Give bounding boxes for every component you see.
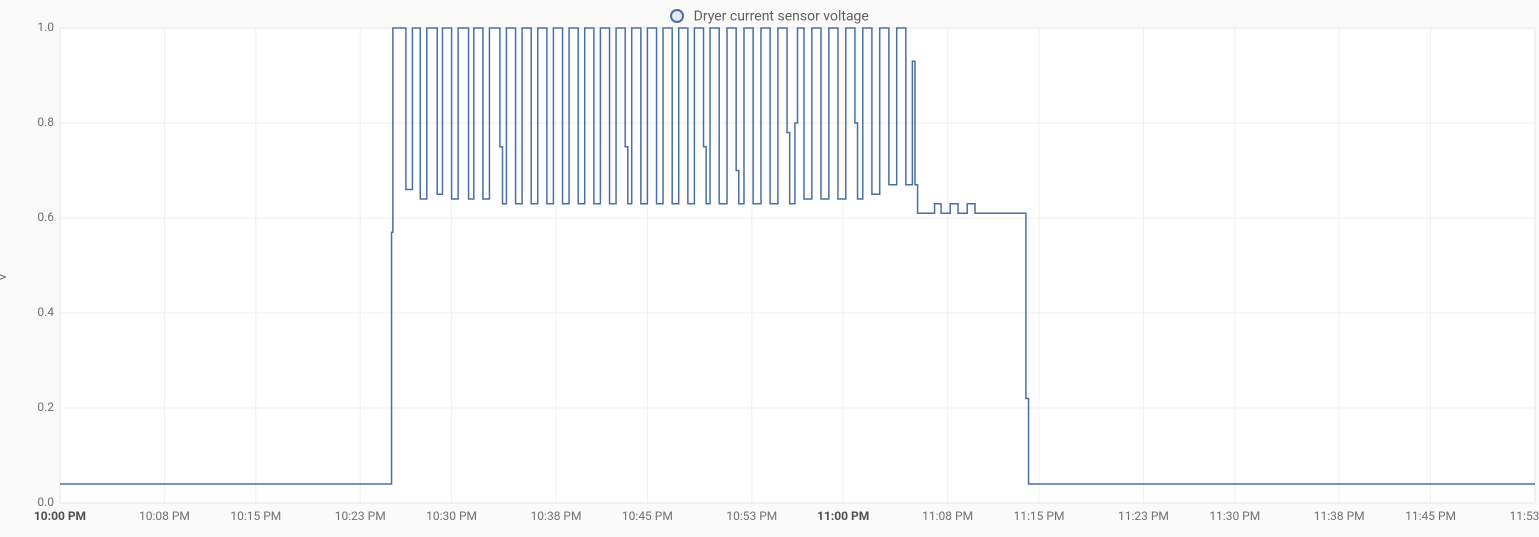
chart-plot[interactable] <box>0 0 1539 537</box>
y-tick-label: 0.6 <box>14 210 54 224</box>
x-tick-label: 10:53 PM <box>726 509 777 523</box>
x-tick-label: 11:53 PM <box>1510 509 1539 523</box>
x-tick-label: 10:23 PM <box>335 509 386 523</box>
x-tick-label: 10:45 PM <box>622 509 673 523</box>
x-tick-label: 11:08 PM <box>922 509 973 523</box>
x-tick-label: 10:08 PM <box>139 509 190 523</box>
x-tick-label: 11:15 PM <box>1014 509 1065 523</box>
chart-container: Dryer current sensor voltage V 0.00.20.4… <box>0 0 1539 537</box>
y-tick-label: 0.4 <box>14 305 54 319</box>
x-tick-label: 11:45 PM <box>1405 509 1456 523</box>
x-tick-label: 10:15 PM <box>230 509 281 523</box>
x-tick-label: 10:00 PM <box>34 509 86 523</box>
x-tick-label: 10:38 PM <box>531 509 582 523</box>
x-tick-label: 11:23 PM <box>1118 509 1169 523</box>
y-tick-label: 0.0 <box>14 495 54 509</box>
y-tick-label: 1.0 <box>14 20 54 34</box>
x-tick-label: 11:30 PM <box>1209 509 1260 523</box>
y-tick-label: 0.8 <box>14 115 54 129</box>
x-tick-label: 11:38 PM <box>1314 509 1365 523</box>
y-tick-label: 0.2 <box>14 400 54 414</box>
x-tick-label: 10:30 PM <box>426 509 477 523</box>
x-tick-label: 11:00 PM <box>817 509 869 523</box>
